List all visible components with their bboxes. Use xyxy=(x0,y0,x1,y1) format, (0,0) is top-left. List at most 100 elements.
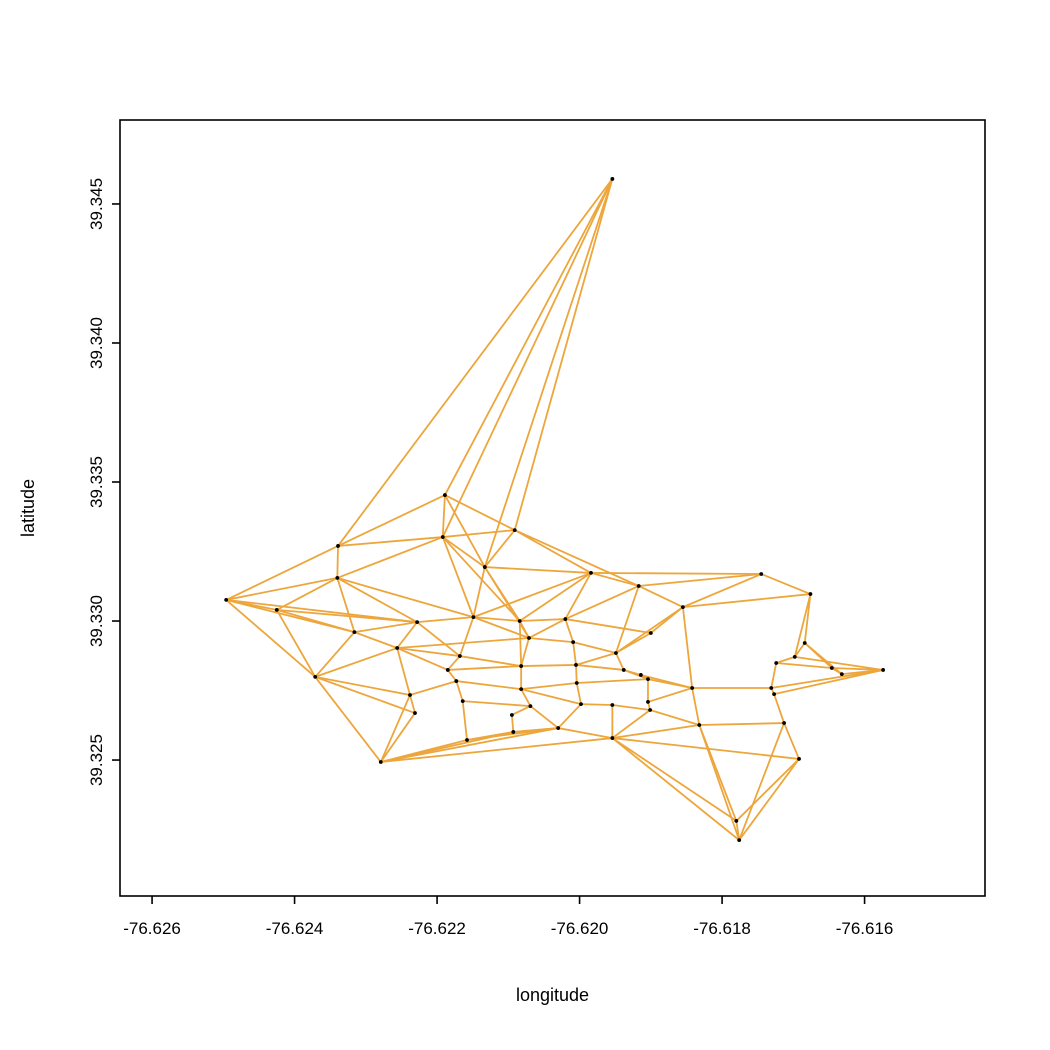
edge-line xyxy=(760,573,812,595)
edge-line xyxy=(441,178,614,538)
edge-line xyxy=(575,664,578,684)
edge-line xyxy=(564,585,640,620)
x-tick-label: -76.620 xyxy=(551,919,609,938)
node-dot xyxy=(443,493,447,497)
edge-line xyxy=(775,655,796,664)
node-dot xyxy=(881,668,886,672)
node-dot xyxy=(610,703,615,707)
y-tick-label: 39.335 xyxy=(87,456,106,508)
edge-line xyxy=(225,598,419,624)
edge-line xyxy=(444,494,516,532)
edge-line xyxy=(337,178,614,547)
edge-line xyxy=(681,593,812,609)
node-dot xyxy=(638,673,643,677)
edge-line xyxy=(379,727,560,763)
node-dot xyxy=(579,702,583,707)
node-dot xyxy=(614,651,618,655)
edge-line xyxy=(336,545,339,579)
node-dot xyxy=(454,679,459,683)
y-tick-label: 39.330 xyxy=(87,595,106,647)
node-dot xyxy=(509,713,514,717)
edge-line xyxy=(528,618,567,639)
edge-line xyxy=(793,655,885,671)
node-dot xyxy=(335,576,340,580)
edge-line xyxy=(455,680,464,702)
edge-line xyxy=(518,620,523,667)
node-dot xyxy=(621,668,626,672)
edge-line xyxy=(615,606,684,654)
edge-line xyxy=(409,680,458,696)
edge-line xyxy=(575,678,649,684)
node-dot xyxy=(610,177,615,181)
edge-line xyxy=(225,577,339,601)
edge-line xyxy=(446,669,458,682)
edge-line xyxy=(830,667,843,676)
node-dot xyxy=(457,654,462,658)
edge-line xyxy=(773,669,885,696)
edge-line xyxy=(649,709,701,726)
edge-line xyxy=(793,593,812,658)
edge-line xyxy=(698,724,741,842)
node-dot xyxy=(648,708,653,712)
edge-line xyxy=(611,737,738,822)
edge-line xyxy=(637,573,763,587)
edge-line xyxy=(409,694,416,714)
edge-line xyxy=(337,494,446,547)
node-dot xyxy=(680,605,685,610)
edge-line xyxy=(225,598,317,678)
node-dot xyxy=(471,615,476,620)
edge-line xyxy=(396,647,449,671)
edge-line xyxy=(575,664,625,671)
node-dot xyxy=(336,544,340,548)
edge-line xyxy=(564,618,652,634)
node-dot xyxy=(797,757,801,761)
y-tick-label: 39.340 xyxy=(87,317,106,369)
edge-line xyxy=(770,669,885,689)
node-dot xyxy=(646,677,650,682)
x-axis-title: longitude xyxy=(516,985,589,1005)
edge-line xyxy=(518,620,530,639)
edge-line xyxy=(379,712,416,763)
edge-line xyxy=(783,722,800,760)
edge-line xyxy=(275,609,317,678)
x-tick-label: -76.618 xyxy=(693,919,751,938)
x-tick-label: -76.624 xyxy=(266,919,324,938)
edge-line xyxy=(793,642,806,658)
edge-line xyxy=(520,664,577,667)
edge-line xyxy=(735,820,741,842)
edge-line xyxy=(379,737,614,763)
edge-line xyxy=(472,572,592,619)
edge-line xyxy=(580,703,614,706)
node-dot xyxy=(408,693,412,697)
node-dot xyxy=(517,619,522,623)
edge-line xyxy=(698,722,785,726)
edge-line xyxy=(611,737,741,842)
edge-line xyxy=(396,647,411,696)
node-dot xyxy=(395,646,400,650)
edge-line xyxy=(615,585,640,654)
edge-line xyxy=(611,704,652,711)
edge-line xyxy=(738,722,785,842)
edge-line xyxy=(483,566,592,574)
edge-line xyxy=(681,606,694,689)
edge-line xyxy=(647,687,694,703)
edge-line xyxy=(396,621,419,649)
edge-line xyxy=(615,652,625,671)
edge-line xyxy=(336,577,419,624)
edge-line xyxy=(572,641,577,666)
edge-line xyxy=(738,758,800,842)
edge-line xyxy=(520,682,578,691)
edge-line xyxy=(557,727,614,739)
node-dot xyxy=(445,668,450,672)
node-dot xyxy=(440,535,445,539)
y-tick-label: 39.345 xyxy=(87,178,106,230)
edge-line xyxy=(444,178,614,496)
edge-line xyxy=(803,593,812,644)
edge-line xyxy=(637,585,684,609)
edge-line xyxy=(441,536,475,619)
edge-line xyxy=(314,647,399,678)
node-dot xyxy=(772,692,776,697)
node-dot xyxy=(839,672,844,677)
edge-line xyxy=(520,688,582,706)
